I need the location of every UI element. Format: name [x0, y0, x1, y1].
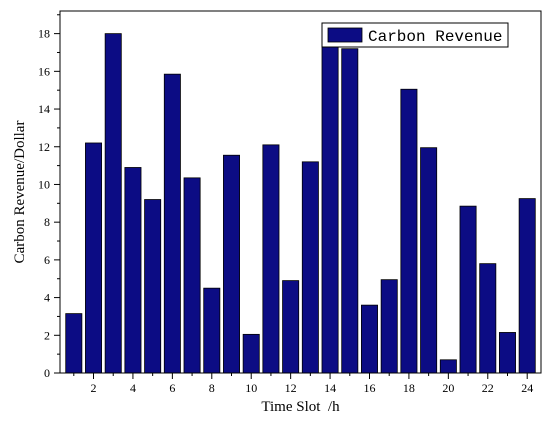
bar-slot-5 [144, 199, 162, 374]
bar-slot-6 [163, 73, 181, 374]
bar-slot-23 [499, 332, 516, 374]
legend-label: Carbon Revenue [368, 28, 502, 46]
y-tick-label: 18 [38, 27, 50, 41]
y-tick-label: 14 [38, 102, 50, 116]
y-axis-title: Carbon Revenue/Dollar [12, 121, 28, 264]
bar-slot-16 [361, 304, 378, 374]
x-axis: 2 4 6 8 10 12 14 16 18 20 22 24 [73, 373, 533, 395]
y-tick-label: 4 [44, 291, 50, 305]
x-tick-label: 18 [403, 381, 415, 395]
bar-slot-4 [124, 167, 142, 374]
bar-slot-19 [420, 147, 438, 374]
x-tick-label: 20 [442, 381, 454, 395]
x-tick-label: 16 [363, 381, 375, 395]
bar-slot-15 [341, 48, 359, 374]
bars-group [65, 33, 536, 374]
y-tick-label: 8 [44, 215, 50, 229]
bar-slot-22 [479, 263, 497, 374]
x-tick-label: 24 [521, 381, 533, 395]
x-tick-label: 22 [482, 381, 494, 395]
legend: Carbon Revenue [321, 22, 509, 48]
bar-slot-3 [104, 33, 122, 374]
bar-slot-11 [262, 144, 280, 374]
bar-slot-9 [223, 154, 240, 374]
plot-frame [59, 10, 542, 374]
bar-slot-20 [439, 359, 457, 374]
y-tick-label: 16 [38, 64, 50, 78]
bar-slot-7 [183, 177, 201, 374]
y-axis: 0 2 4 6 8 10 12 14 16 18 [38, 14, 60, 380]
bar-slot-18 [400, 88, 418, 374]
bar-slot-13 [301, 161, 319, 374]
y-tick-label: 12 [38, 140, 50, 154]
bar-slot-2 [85, 142, 102, 374]
bar-slot-1 [65, 313, 83, 374]
bar-slot-14 [321, 44, 339, 374]
x-tick-label: 4 [130, 381, 136, 395]
bar-slot-21 [459, 205, 477, 374]
x-tick-label: 10 [245, 381, 257, 395]
x-axis-title: Time Slot /h [261, 399, 340, 415]
bar-slot-10 [242, 333, 260, 374]
bar-slot-17 [380, 279, 398, 374]
legend-swatch [327, 27, 363, 43]
bar-slot-8 [203, 287, 221, 374]
bar-slot-24 [518, 198, 536, 374]
x-tick-label: 6 [169, 381, 175, 395]
x-tick-label: 12 [285, 381, 297, 395]
bar-slot-12 [282, 280, 300, 374]
x-tick-label: 8 [209, 381, 215, 395]
x-tick-label: 2 [91, 381, 97, 395]
x-tick-label: 14 [324, 381, 336, 395]
y-tick-label: 10 [38, 177, 50, 191]
y-tick-label: 0 [44, 366, 50, 380]
y-tick-label: 6 [44, 253, 50, 267]
y-tick-label: 2 [44, 328, 50, 342]
